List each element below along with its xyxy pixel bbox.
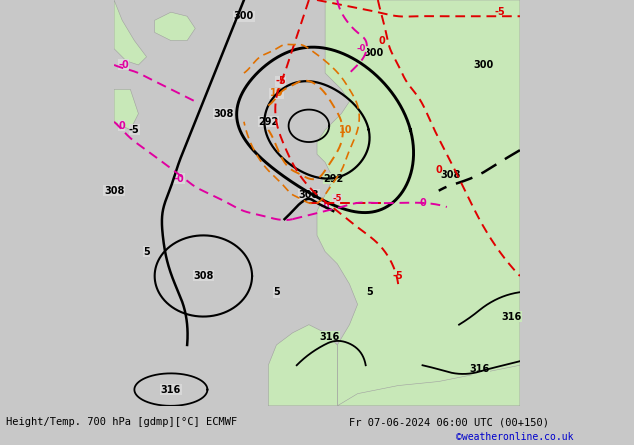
Text: 316: 316 [469, 364, 489, 374]
Text: 0: 0 [378, 36, 385, 45]
Text: 0: 0 [118, 121, 125, 131]
Text: 308: 308 [104, 186, 124, 196]
Polygon shape [337, 365, 520, 406]
Text: 300: 300 [364, 48, 384, 58]
Text: 0: 0 [436, 166, 442, 175]
Text: 308: 308 [214, 109, 234, 119]
Text: 5: 5 [273, 287, 280, 297]
Text: 5: 5 [366, 287, 373, 297]
Text: -5: -5 [495, 7, 505, 17]
Text: 300: 300 [473, 60, 493, 70]
Text: Fr 07-06-2024 06:00 UTC (00+150): Fr 07-06-2024 06:00 UTC (00+150) [349, 417, 548, 428]
Text: -0: -0 [357, 44, 366, 53]
Text: 316: 316 [161, 384, 181, 395]
Text: 308: 308 [193, 271, 214, 281]
Text: 292: 292 [323, 174, 344, 184]
Text: -5: -5 [275, 76, 286, 86]
Text: -0: -0 [174, 174, 184, 184]
Text: 10: 10 [269, 89, 283, 98]
Text: 316: 316 [501, 312, 522, 322]
Text: -5: -5 [393, 271, 404, 281]
Text: 308: 308 [441, 170, 461, 179]
Text: -5: -5 [333, 194, 342, 203]
Text: 10: 10 [339, 125, 352, 135]
Text: -0: -0 [118, 60, 129, 70]
Text: ©weatheronline.co.uk: ©weatheronline.co.uk [456, 432, 574, 441]
Text: -0: -0 [320, 202, 330, 211]
Text: 0: 0 [419, 198, 426, 208]
Text: Height/Temp. 700 hPa [gdmp][°C] ECMWF: Height/Temp. 700 hPa [gdmp][°C] ECMWF [6, 417, 238, 428]
Text: 308: 308 [299, 190, 319, 200]
Polygon shape [268, 325, 337, 406]
Text: 5: 5 [143, 247, 150, 257]
Text: -5: -5 [129, 125, 139, 135]
Polygon shape [317, 0, 520, 406]
Polygon shape [114, 0, 146, 65]
Polygon shape [155, 12, 195, 40]
Polygon shape [114, 89, 138, 130]
Text: 300: 300 [234, 11, 254, 21]
Text: 316: 316 [319, 332, 339, 342]
Text: 292: 292 [258, 117, 278, 127]
